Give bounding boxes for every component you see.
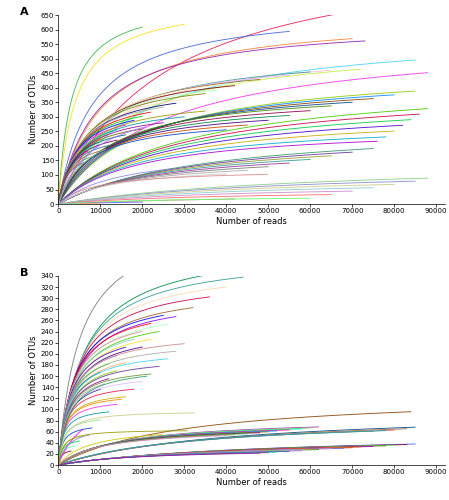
Y-axis label: Number of OTUs: Number of OTUs xyxy=(29,75,38,144)
X-axis label: Number of reads: Number of reads xyxy=(216,217,287,226)
X-axis label: Number of reads: Number of reads xyxy=(216,478,287,487)
Text: A: A xyxy=(20,8,28,18)
Text: B: B xyxy=(20,268,28,278)
Y-axis label: Number of OTUs: Number of OTUs xyxy=(29,336,38,405)
